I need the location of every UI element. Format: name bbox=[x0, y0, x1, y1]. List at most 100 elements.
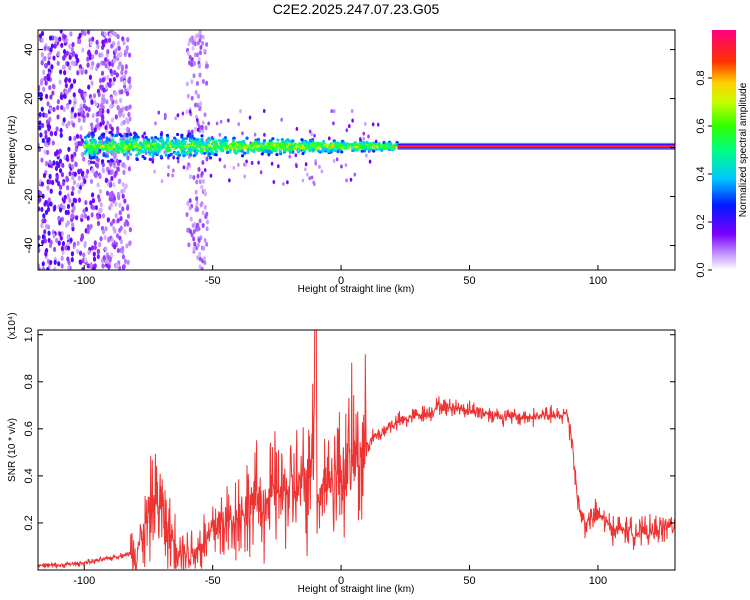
spectrogram-cell bbox=[108, 61, 112, 67]
spectrogram-cell bbox=[58, 231, 62, 237]
spectrogram-cell bbox=[43, 55, 47, 62]
spectrogram-cell bbox=[172, 155, 176, 160]
spectrogram-cell bbox=[347, 124, 351, 129]
spectrogram-cell bbox=[362, 131, 366, 136]
spectrogram-cell bbox=[40, 206, 44, 213]
spectrogram-cell bbox=[168, 141, 173, 145]
spectrogram-cell bbox=[58, 36, 62, 42]
spectrogram-cell bbox=[89, 156, 93, 160]
spectrogram-cell bbox=[264, 149, 268, 153]
spectrogram-cell bbox=[188, 174, 192, 180]
spectrogram-cell bbox=[198, 30, 202, 35]
spectrogram-cell bbox=[143, 156, 147, 161]
spectrogram-cell bbox=[174, 116, 177, 121]
spectrogram-cell bbox=[106, 49, 110, 55]
spectrogram-cell bbox=[64, 88, 68, 94]
spectrogram-cell bbox=[90, 152, 94, 157]
spectrogram-cell bbox=[44, 161, 49, 167]
spectrogram-cell bbox=[217, 146, 222, 150]
spectrogram-cell bbox=[84, 139, 88, 143]
spectrogram-cell bbox=[334, 145, 338, 149]
spectrogram-cell bbox=[60, 216, 64, 222]
spectrogram-cell bbox=[190, 79, 194, 85]
spectrogram-cell bbox=[332, 159, 336, 164]
spectrogram-cell bbox=[171, 144, 175, 148]
spectrogram-x-tick-label: 100 bbox=[589, 275, 607, 287]
spectrogram-cell bbox=[108, 196, 112, 202]
spectrogram-cell bbox=[326, 149, 331, 154]
spectrogram-cell bbox=[81, 267, 85, 270]
spectrogram-cell bbox=[368, 159, 372, 164]
spectrogram-cell bbox=[128, 227, 133, 233]
spectrogram-cell bbox=[150, 144, 155, 149]
spectrogram-cell bbox=[109, 96, 114, 102]
spectrogram-panel: -100 -50 0 50 100 -40 -20 0 20 40 Height of stra… bbox=[7, 29, 676, 295]
spectrogram-cell bbox=[267, 149, 271, 153]
spectrogram-cell bbox=[90, 122, 94, 128]
spectrogram-cell bbox=[201, 178, 205, 184]
spectrogram-cell bbox=[96, 122, 100, 128]
spectrogram-cell bbox=[60, 245, 64, 252]
spectrogram-cell bbox=[58, 220, 62, 226]
spectrogram-cell bbox=[46, 258, 50, 264]
spectrogram-cell bbox=[367, 134, 370, 139]
spectrogram-cell bbox=[340, 164, 343, 169]
spectrogram-cell bbox=[95, 144, 100, 148]
spectrogram-cell bbox=[47, 230, 51, 236]
spectrogram-cell bbox=[195, 81, 199, 86]
spectrogram-cell bbox=[122, 146, 127, 150]
spectrogram-cell bbox=[188, 109, 192, 114]
spectrogram-cell bbox=[84, 105, 89, 111]
spectrogram-cell bbox=[178, 153, 182, 157]
spectrogram-cell bbox=[121, 245, 125, 252]
snr-x-tick-label: -50 bbox=[205, 575, 221, 587]
snr-x-tick-label: 0 bbox=[338, 575, 344, 587]
spectrogram-cell bbox=[84, 206, 89, 212]
spectrogram-cell bbox=[102, 97, 107, 103]
spectrogram-cell bbox=[70, 83, 74, 89]
spectrogram-cell bbox=[191, 45, 195, 51]
spectrogram-cell bbox=[81, 30, 85, 36]
spectrogram-cell bbox=[237, 162, 240, 167]
spectrogram-cell bbox=[234, 146, 238, 151]
spectrogram-cell bbox=[304, 162, 308, 167]
spectrogram-cell bbox=[96, 63, 100, 69]
spectrogram-cell bbox=[395, 145, 399, 149]
spectrogram-cell bbox=[218, 157, 222, 162]
spectrogram-cell bbox=[112, 182, 116, 188]
spectrogram-cell bbox=[71, 164, 75, 170]
spectrogram-cell bbox=[67, 120, 71, 127]
spectrogram-cell bbox=[82, 252, 86, 258]
spectrogram-cell bbox=[186, 93, 190, 99]
spectrogram-cell bbox=[125, 150, 129, 155]
spectrogram-cell bbox=[76, 182, 80, 189]
spectrogram-cell bbox=[318, 164, 321, 169]
spectrogram-cell bbox=[118, 108, 122, 114]
spectrogram-cell bbox=[268, 139, 272, 143]
spectrogram-cell bbox=[108, 192, 112, 198]
spectrogram-cell bbox=[49, 94, 53, 100]
spectrogram-cell bbox=[148, 148, 152, 152]
spectrogram-cell bbox=[128, 152, 133, 156]
spectrogram-cell bbox=[245, 136, 249, 140]
spectrogram-cell bbox=[128, 137, 132, 141]
spectrogram-cell bbox=[44, 129, 48, 136]
spectrogram-cell bbox=[61, 162, 65, 168]
spectrogram-cell bbox=[197, 57, 201, 62]
spectrogram-cell bbox=[138, 145, 142, 149]
spectrogram-cell bbox=[87, 249, 91, 255]
spectrogram-cell bbox=[41, 137, 45, 144]
spectrogram-cell bbox=[125, 147, 130, 151]
spectrogram-heatmap bbox=[38, 30, 675, 270]
spectrogram-cell bbox=[244, 162, 248, 167]
spectrogram-cell bbox=[199, 34, 203, 40]
spectrogram-cell bbox=[110, 117, 114, 123]
spectrogram-cell bbox=[205, 141, 209, 145]
spectrogram-cell bbox=[198, 72, 202, 78]
spectrogram-cell bbox=[57, 240, 61, 246]
spectrogram-cell bbox=[197, 167, 201, 172]
spectrogram-cell bbox=[120, 188, 124, 195]
spectrogram-cell bbox=[171, 173, 174, 178]
spectrogram-cell bbox=[44, 93, 49, 99]
spectrogram-cell bbox=[186, 144, 190, 148]
